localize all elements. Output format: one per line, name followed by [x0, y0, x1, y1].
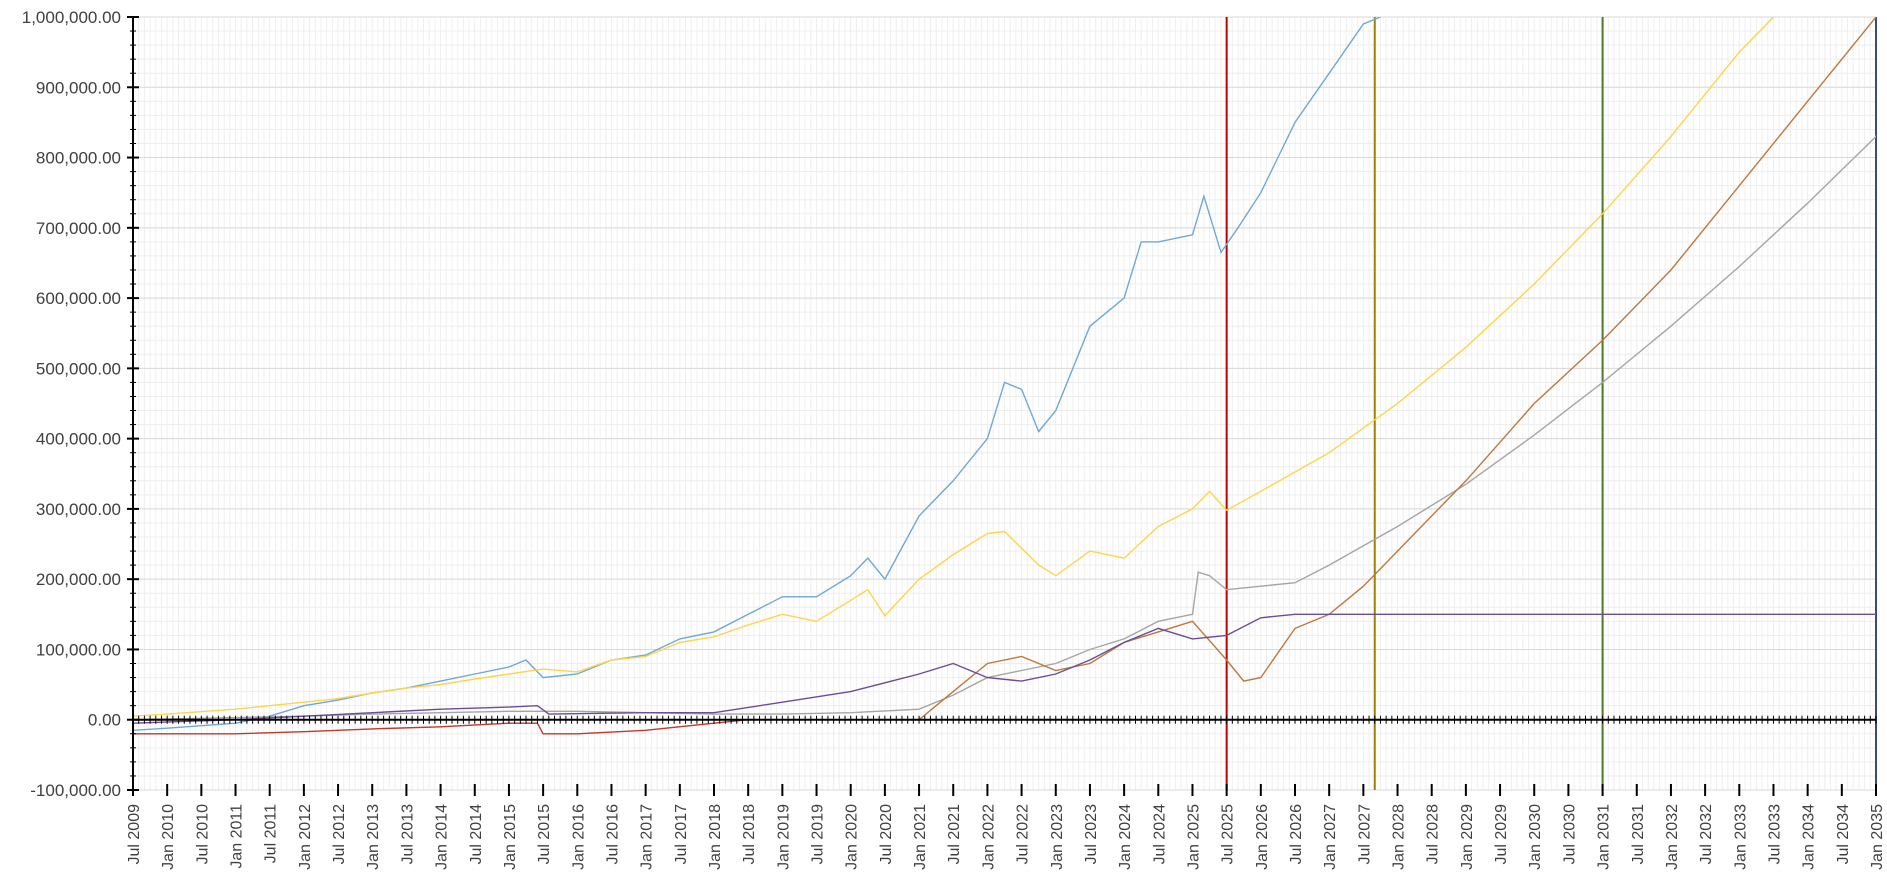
- x-tick-label: Jan 2017: [639, 804, 656, 870]
- y-tick-label: 600,000.00: [36, 289, 121, 308]
- series-line: [133, 133, 1876, 721]
- y-tick-label: 100,000.00: [36, 640, 121, 659]
- y-tick-label: 0.00: [88, 711, 121, 730]
- y-tick-label: 900,000.00: [36, 78, 121, 97]
- x-tick-label: Jan 2016: [570, 804, 587, 870]
- series-lines: [133, 17, 1876, 735]
- x-tick-label: Jul 2031: [1630, 804, 1647, 865]
- x-tick-label: Jan 2034: [1801, 804, 1818, 870]
- x-tick-label: Jan 2013: [365, 804, 382, 870]
- x-tick-label: Jan 2025: [1185, 804, 1202, 870]
- x-tick-label: Jul 2012: [331, 804, 348, 865]
- x-tick-label: Jul 2034: [1835, 804, 1852, 865]
- x-tick-label: Jul 2014: [468, 804, 485, 865]
- x-tick-label: Jan 2030: [1527, 804, 1544, 870]
- y-tick-label: -100,000.00: [30, 781, 121, 800]
- x-tick-label: Jan 2014: [434, 804, 451, 870]
- x-tick-label: Jul 2021: [946, 804, 963, 865]
- x-tick-label: Jul 2029: [1493, 804, 1510, 865]
- y-tick-labels: 1,000,000.00 900,000.00 800,000.00 700,000.…: [22, 8, 121, 800]
- x-tick-label: Jan 2035: [1869, 804, 1886, 870]
- x-tick-label: Jul 2010: [194, 804, 211, 865]
- y-tick-label: 1,000,000.00: [22, 8, 121, 27]
- x-tick-label: Jan 2020: [844, 804, 861, 870]
- y-tick-label: 200,000.00: [36, 570, 121, 589]
- x-tick-label: Jan 2032: [1664, 804, 1681, 870]
- x-tick-label: Jan 2024: [1117, 804, 1134, 870]
- x-tick-label: Jul 2017: [673, 804, 690, 865]
- series-line: [133, 17, 1381, 731]
- x-tick-label: Jan 2027: [1322, 804, 1339, 870]
- y-tick-label: 700,000.00: [36, 219, 121, 238]
- y-tick-label: 500,000.00: [36, 359, 121, 378]
- y-tick-label: 800,000.00: [36, 149, 121, 168]
- x-tick-label: Jul 2009: [126, 804, 143, 865]
- x-tick-label: Jul 2022: [1015, 804, 1032, 865]
- y-tick-label: 400,000.00: [36, 430, 121, 449]
- x-tick-label: Jan 2015: [502, 804, 519, 870]
- x-tick-label: Jul 2015: [536, 804, 553, 865]
- axes: [127, 16, 1877, 796]
- x-tick-label: Jul 2025: [1220, 804, 1237, 865]
- x-tick-label: Jan 2019: [775, 804, 792, 870]
- series-line: [133, 17, 1775, 717]
- x-tick-label: Jul 2027: [1356, 804, 1373, 865]
- x-tick-label: Jan 2018: [707, 804, 724, 870]
- x-tick-label: Jul 2024: [1151, 804, 1168, 865]
- x-tick-label: Jul 2018: [741, 804, 758, 865]
- x-tick-label: Jul 2023: [1083, 804, 1100, 865]
- x-tick-label: Jul 2033: [1766, 804, 1783, 865]
- x-tick-label: Jan 2022: [980, 804, 997, 870]
- x-tick-label: Jan 2011: [229, 804, 246, 869]
- x-tick-label: Jan 2033: [1732, 804, 1749, 870]
- x-tick-label: Jan 2021: [912, 804, 929, 870]
- x-tick-label: Jan 2028: [1391, 804, 1408, 870]
- y-tick-label: 300,000.00: [36, 500, 121, 519]
- x-tick-label: Jul 2016: [604, 804, 621, 865]
- x-tick-label: Jan 2031: [1596, 804, 1613, 870]
- series-line: [133, 719, 1876, 735]
- x-tick-label: Jul 2030: [1561, 804, 1578, 865]
- x-tick-label: Jul 2019: [810, 804, 827, 865]
- series-line: [133, 17, 1876, 721]
- grid-lines: [132, 16, 1877, 791]
- x-tick-label: Jul 2013: [399, 804, 416, 865]
- x-tick-label: Jul 2020: [878, 804, 895, 865]
- x-tick-label: Jan 2026: [1254, 804, 1271, 870]
- x-tick-label: Jan 2023: [1049, 804, 1066, 870]
- x-tick-label: Jul 2028: [1425, 804, 1442, 865]
- x-tick-label: Jul 2011: [263, 804, 280, 863]
- x-tick-label: Jan 2010: [160, 804, 177, 870]
- x-tick-label: Jan 2029: [1459, 804, 1476, 870]
- x-tick-label: Jul 2032: [1698, 804, 1715, 865]
- series-line: [133, 613, 1876, 724]
- x-tick-label: Jan 2012: [297, 804, 314, 870]
- x-tick-labels: Jul 2009 Jan 2010 Jul 2010 Jan 2011 Jul 2011…: [126, 804, 1886, 870]
- x-tick-label: Jul 2026: [1288, 804, 1305, 865]
